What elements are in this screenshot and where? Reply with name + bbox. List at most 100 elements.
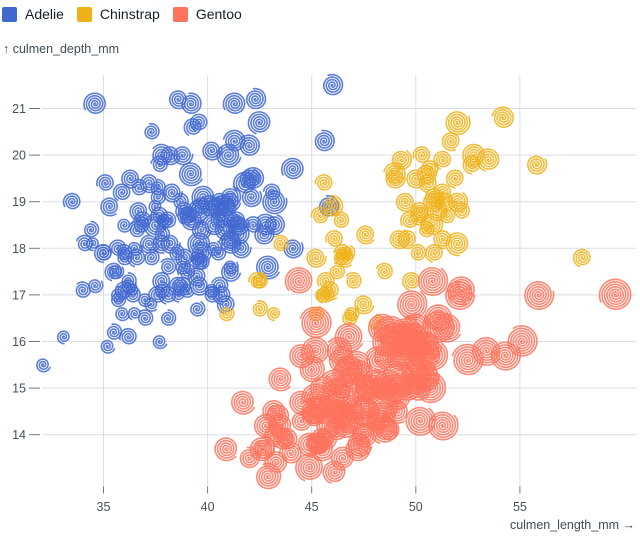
data-point-adelie <box>108 265 125 280</box>
data-point-adelie <box>220 262 242 282</box>
data-point-gentoo <box>254 439 275 459</box>
data-point-adelie <box>175 258 191 275</box>
x-tick-label: 40 <box>201 500 215 514</box>
data-point-adelie <box>152 335 168 350</box>
data-point-adelie <box>143 213 167 236</box>
data-point-gentoo <box>339 395 365 420</box>
data-point-adelie <box>62 192 81 210</box>
data-point-gentoo <box>417 267 449 297</box>
data-point-chinstrap <box>333 248 350 266</box>
data-point-adelie <box>179 283 195 298</box>
data-point-adelie <box>144 122 160 140</box>
data-point-adelie <box>158 211 177 230</box>
data-point-adelie <box>158 285 177 305</box>
data-point-chinstrap <box>322 195 344 217</box>
data-point-adelie <box>127 248 146 268</box>
data-point-chinstrap <box>572 248 591 268</box>
data-point-adelie <box>190 301 206 317</box>
legend-swatch-chinstrap <box>76 6 92 22</box>
data-point-adelie <box>150 155 169 173</box>
legend-swatch-gentoo <box>172 6 188 22</box>
data-point-gentoo <box>447 276 475 306</box>
data-point-chinstrap <box>375 262 393 280</box>
data-point-adelie <box>125 286 141 303</box>
data-point-chinstrap <box>316 285 335 304</box>
y-tick-label: 16 <box>12 335 26 349</box>
data-point-adelie <box>36 358 51 373</box>
data-point-adelie <box>280 157 304 180</box>
data-point-adelie <box>262 183 281 201</box>
data-point-adelie <box>255 255 280 280</box>
data-point-chinstrap <box>252 271 268 289</box>
data-point-chinstrap <box>383 162 406 184</box>
data-point-gentoo <box>451 343 484 376</box>
data-point-gentoo <box>268 367 292 392</box>
data-point-gentoo <box>361 369 390 399</box>
x-tick-label: 55 <box>513 500 527 514</box>
series-gentoo <box>214 267 632 490</box>
data-point-adelie <box>171 288 185 303</box>
data-point-gentoo <box>214 437 238 462</box>
data-point-adelie <box>160 257 177 275</box>
data-point-adelie <box>115 307 130 322</box>
data-point-chinstrap <box>439 207 456 224</box>
legend-label: Adelie <box>25 6 64 22</box>
data-point-gentoo <box>373 315 407 348</box>
data-point-adelie <box>239 134 261 156</box>
data-point-chinstrap <box>445 232 469 257</box>
data-point-gentoo <box>524 280 555 311</box>
data-point-chinstrap <box>325 230 343 247</box>
data-point-chinstrap <box>397 230 416 250</box>
data-point-adelie <box>84 220 100 238</box>
data-point-gentoo <box>428 411 459 441</box>
data-point-chinstrap <box>333 211 350 229</box>
data-point-chinstrap <box>306 248 327 268</box>
data-point-adelie <box>162 183 183 203</box>
data-point-gentoo <box>384 399 408 424</box>
data-point-adelie <box>211 246 227 261</box>
data-point-chinstrap <box>441 132 460 152</box>
data-point-chinstrap <box>418 174 437 194</box>
data-point-adelie <box>93 243 112 264</box>
data-point-adelie <box>152 234 171 254</box>
data-point-adelie <box>189 276 210 296</box>
x-tick-label: 50 <box>409 500 423 514</box>
data-point-chinstrap <box>422 190 444 212</box>
data-point-chinstrap <box>420 213 444 236</box>
data-point-adelie <box>201 213 225 236</box>
x-tick-label: 35 <box>97 500 111 514</box>
data-point-adelie <box>129 202 148 222</box>
data-point-chinstrap <box>267 307 280 322</box>
data-point-gentoo <box>322 460 346 484</box>
data-point-chinstrap <box>424 243 443 263</box>
data-point-gentoo <box>230 390 255 415</box>
data-point-adelie <box>241 188 263 208</box>
data-point-gentoo <box>345 434 371 462</box>
data-point-adelie <box>139 174 160 194</box>
data-point-adelie <box>131 178 148 196</box>
data-point-gentoo <box>266 404 290 429</box>
series-adelie <box>36 73 344 373</box>
x-tick-label: 45 <box>305 500 319 514</box>
data-point-adelie <box>56 330 70 345</box>
data-point-adelie <box>116 248 133 266</box>
data-point-gentoo <box>342 350 371 380</box>
data-point-adelie <box>212 285 231 306</box>
data-point-chinstrap <box>402 271 420 291</box>
data-point-adelie <box>160 146 181 166</box>
data-point-adelie <box>100 339 116 354</box>
data-point-adelie <box>181 209 202 231</box>
y-tick-label: 19 <box>12 195 26 209</box>
data-point-gentoo <box>328 376 352 399</box>
data-point-adelie <box>85 237 99 252</box>
data-point-gentoo <box>284 267 313 294</box>
data-point-gentoo <box>382 374 411 404</box>
data-point-adelie <box>245 87 267 110</box>
data-point-gentoo <box>299 306 332 339</box>
legend-item-gentoo: Gentoo <box>172 6 242 22</box>
data-point-adelie <box>173 146 194 166</box>
data-point-gentoo <box>349 395 376 420</box>
data-point-gentoo <box>289 390 315 415</box>
data-point-adelie <box>191 241 213 264</box>
data-point-gentoo <box>397 290 428 320</box>
